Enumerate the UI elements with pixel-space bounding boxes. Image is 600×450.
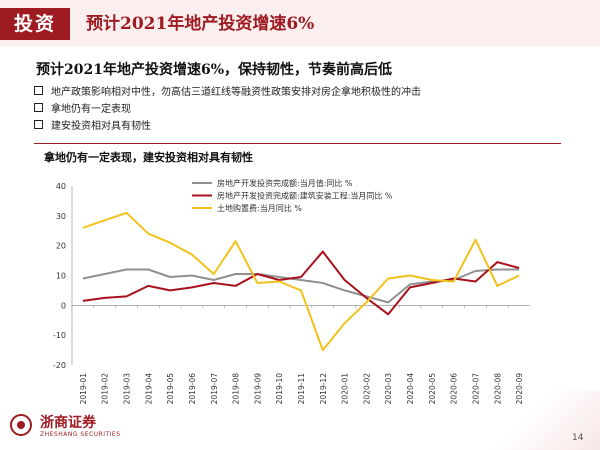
x-tick-label: 2019-04 xyxy=(144,373,153,405)
x-tick-label: 2019-09 xyxy=(253,373,262,405)
header-bar xyxy=(0,0,600,46)
x-tick-label: 2020-01 xyxy=(341,373,350,405)
y-tick-label: 30 xyxy=(56,212,66,221)
y-tick-label: 40 xyxy=(56,182,66,191)
y-tick-label: 0 xyxy=(61,301,66,310)
y-tick-label: -10 xyxy=(53,331,66,340)
x-tick-label: 2019-06 xyxy=(188,373,197,405)
chart-divider xyxy=(34,143,561,144)
bullet-item: 建安投资相对具有韧性 xyxy=(34,118,421,135)
square-bullet-icon xyxy=(34,120,43,129)
square-bullet-icon xyxy=(34,103,43,112)
series-line-2 xyxy=(82,250,520,316)
legend-label: 房地产开发投资完成额:当月值:同比 % xyxy=(217,178,353,188)
x-tick-label: 2019-11 xyxy=(297,373,306,405)
chart-title: 拿地仍有一定表现，建安投资相对具有韧性 xyxy=(44,151,253,164)
page-number: 14 xyxy=(572,433,584,443)
corner-decoration xyxy=(480,390,600,450)
x-tick-label: 2019-12 xyxy=(319,373,328,405)
bullet-item: 拿地仍有一定表现 xyxy=(34,101,421,118)
y-tick-label: 20 xyxy=(56,242,66,251)
y-tick-label: -20 xyxy=(53,361,66,370)
series-line-3 xyxy=(82,211,520,352)
x-tick-label: 2020-07 xyxy=(471,373,480,405)
headline: 预计2021年地产投资增速6%，保持韧性，节奏前高后低 xyxy=(36,62,393,78)
square-bullet-icon xyxy=(34,86,43,95)
page-title: 预计2021年地产投资增速6% xyxy=(86,14,315,34)
x-tick-label: 2020-08 xyxy=(493,373,502,405)
x-tick-label: 2019-10 xyxy=(275,373,284,405)
x-tick-label: 2019-08 xyxy=(232,373,241,405)
legend-label: 土地购置费:当月同比 % xyxy=(217,203,302,213)
company-logo: 浙商证券 ZHESHANG SECURITIES xyxy=(10,412,160,442)
legend-label: 房地产开发投资完成额:建筑安装工程:当月同比 % xyxy=(217,191,393,201)
x-tick-label: 2019-01 xyxy=(79,373,88,405)
x-tick-label: 2020-05 xyxy=(428,373,437,405)
y-tick-label: 10 xyxy=(56,272,66,281)
section-tag: 投资 xyxy=(0,8,70,40)
x-tick-label: 2020-02 xyxy=(362,373,371,405)
x-tick-label: 2019-02 xyxy=(101,373,110,405)
x-tick-label: 2020-06 xyxy=(450,373,459,405)
x-tick-label: 2020-03 xyxy=(384,373,393,405)
x-tick-label: 2020-09 xyxy=(515,373,524,405)
bullet-text: 拿地仍有一定表现 xyxy=(51,104,131,115)
bullet-list: 地产政策影响相对中性，勿高估三道红线等融资性政策安排对房企拿地积极性的冲击 拿地… xyxy=(34,84,421,135)
logo-english: ZHESHANG SECURITIES xyxy=(40,431,121,438)
logo-mark-icon xyxy=(10,414,32,436)
bullet-item: 地产政策影响相对中性，勿高估三道红线等融资性政策安排对房企拿地积极性的冲击 xyxy=(34,84,421,101)
logo-name: 浙商证券 xyxy=(40,415,96,431)
bullet-text: 建安投资相对具有韧性 xyxy=(51,121,151,132)
x-tick-label: 2019-05 xyxy=(166,373,175,405)
x-tick-label: 2019-07 xyxy=(210,373,219,405)
x-tick-label: 2019-03 xyxy=(123,373,132,405)
bullet-text: 地产政策影响相对中性，勿高估三道红线等融资性政策安排对房企拿地积极性的冲击 xyxy=(51,87,421,98)
x-tick-label: 2020-04 xyxy=(406,373,415,405)
